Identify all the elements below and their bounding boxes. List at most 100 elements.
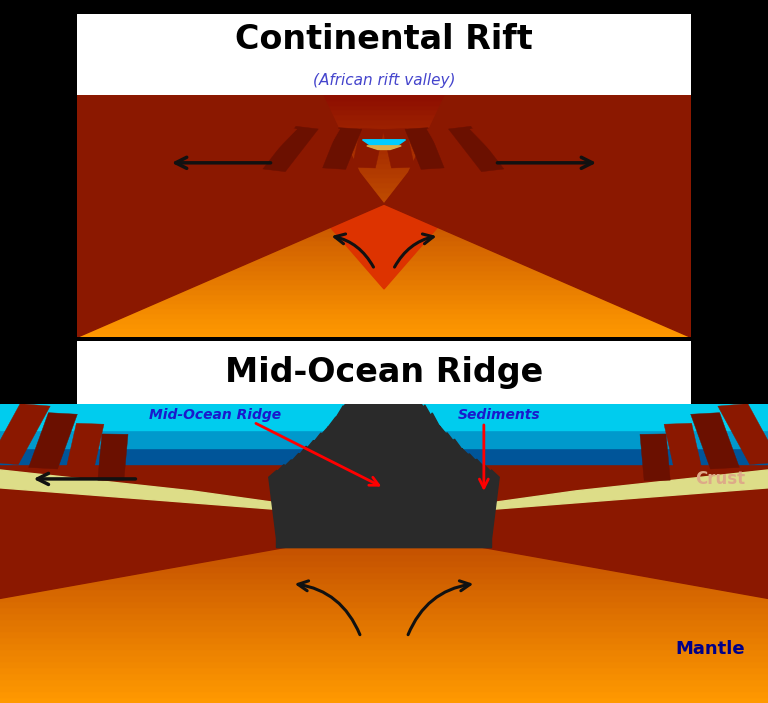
Bar xyxy=(0,594,768,601)
Polygon shape xyxy=(718,404,768,465)
Bar xyxy=(77,254,691,260)
Polygon shape xyxy=(664,423,703,475)
Bar xyxy=(77,210,691,217)
Bar xyxy=(77,331,691,337)
Bar xyxy=(0,624,768,631)
Polygon shape xyxy=(427,127,474,171)
Polygon shape xyxy=(0,470,384,517)
Bar xyxy=(0,404,768,430)
Bar xyxy=(0,576,768,583)
Bar xyxy=(0,582,768,589)
Bar xyxy=(77,191,691,197)
Text: (African rift valley): (African rift valley) xyxy=(313,73,455,88)
Bar xyxy=(77,186,691,192)
Bar xyxy=(0,647,768,655)
Bar xyxy=(0,528,768,536)
Bar xyxy=(77,137,691,143)
Bar xyxy=(0,516,768,524)
Bar xyxy=(0,463,768,470)
Bar xyxy=(77,239,691,245)
Bar xyxy=(0,403,768,410)
Polygon shape xyxy=(0,404,384,598)
Bar xyxy=(77,195,691,202)
Bar xyxy=(77,273,691,279)
Text: Mid-Ocean Ridge: Mid-Ocean Ridge xyxy=(149,408,281,422)
Bar xyxy=(77,264,691,269)
Bar xyxy=(0,415,768,422)
Bar xyxy=(77,326,691,333)
Bar xyxy=(0,642,768,650)
Bar xyxy=(0,552,768,560)
Bar xyxy=(77,288,691,294)
Bar xyxy=(0,480,768,488)
Bar xyxy=(77,269,691,274)
Bar xyxy=(0,618,768,626)
Text: Mantle: Mantle xyxy=(675,640,745,658)
Bar xyxy=(77,229,691,236)
Bar xyxy=(77,162,691,167)
Bar xyxy=(0,678,768,685)
Bar xyxy=(77,113,691,119)
Bar xyxy=(0,570,768,578)
Text: Mid-Ocean Ridge: Mid-Ocean Ridge xyxy=(225,356,543,389)
Bar xyxy=(0,690,768,697)
Bar xyxy=(77,172,691,177)
Polygon shape xyxy=(233,126,297,173)
Bar xyxy=(0,439,768,446)
Bar xyxy=(0,486,768,494)
Bar xyxy=(0,492,768,500)
Bar xyxy=(77,205,691,212)
Polygon shape xyxy=(65,423,104,475)
Polygon shape xyxy=(352,129,384,168)
Bar xyxy=(77,220,691,226)
Bar xyxy=(77,283,691,289)
Bar xyxy=(0,666,768,673)
Polygon shape xyxy=(690,413,740,469)
Polygon shape xyxy=(263,127,318,172)
Polygon shape xyxy=(640,434,670,481)
Polygon shape xyxy=(98,434,128,481)
Bar xyxy=(0,683,768,691)
Polygon shape xyxy=(28,413,78,469)
Bar xyxy=(77,157,691,163)
Bar xyxy=(0,534,768,541)
Bar xyxy=(77,234,691,240)
Polygon shape xyxy=(293,127,340,171)
Bar xyxy=(0,636,768,643)
Bar xyxy=(0,695,768,703)
Text: Continental Rift: Continental Rift xyxy=(235,23,533,56)
Bar xyxy=(77,215,691,221)
Bar xyxy=(77,317,691,323)
Bar xyxy=(77,128,691,134)
Bar xyxy=(0,606,768,613)
Bar xyxy=(0,510,768,517)
Bar xyxy=(0,408,768,416)
Bar xyxy=(0,588,768,595)
Polygon shape xyxy=(405,128,444,169)
Bar xyxy=(77,176,691,182)
Bar xyxy=(0,671,768,679)
Polygon shape xyxy=(269,332,499,548)
Bar xyxy=(77,200,691,207)
Bar xyxy=(0,456,768,464)
Bar xyxy=(0,564,768,572)
Bar xyxy=(0,654,768,661)
Bar xyxy=(0,432,768,440)
Polygon shape xyxy=(367,146,401,150)
Polygon shape xyxy=(77,95,384,337)
Bar xyxy=(0,420,768,428)
Bar xyxy=(0,546,768,554)
Bar xyxy=(0,430,768,448)
Bar xyxy=(77,292,691,299)
Text: Sediments: Sediments xyxy=(458,408,541,422)
Bar xyxy=(77,103,691,110)
Bar xyxy=(0,427,768,434)
Bar xyxy=(0,558,768,565)
Bar xyxy=(77,142,691,148)
Polygon shape xyxy=(362,140,406,148)
Bar xyxy=(77,259,691,264)
Text: Crust: Crust xyxy=(695,470,745,488)
Bar xyxy=(77,132,691,138)
Polygon shape xyxy=(310,204,458,289)
Polygon shape xyxy=(449,127,504,172)
